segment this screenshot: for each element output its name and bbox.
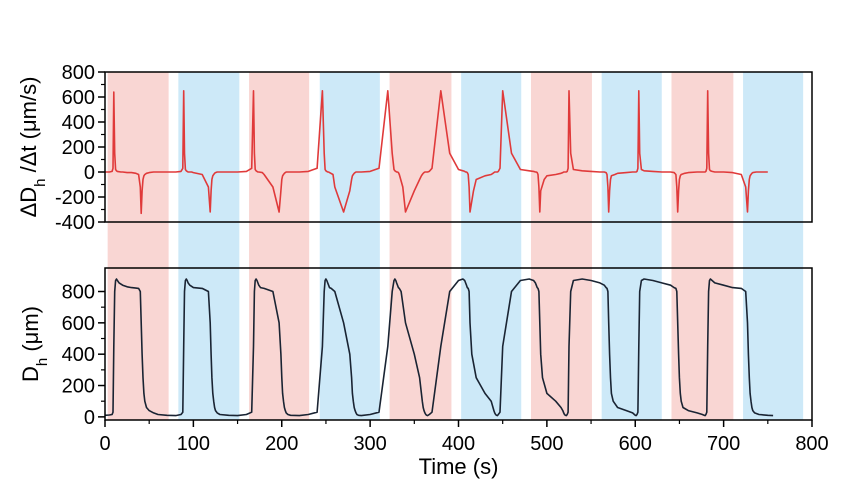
panel-1-ytick-label-2: 400 [62, 344, 95, 366]
panel-0-ytick-label-6: 800 [62, 62, 95, 84]
panel-0-ylabel: ΔDh /Δt (μm/s) [16, 77, 49, 218]
xtick-label-4: 400 [442, 433, 475, 455]
panel-1-ytick-label-3: 600 [62, 313, 95, 335]
shaded-band-0 [107, 72, 169, 420]
x-axis-label: Time (s) [419, 454, 499, 479]
shaded-band-1 [178, 72, 240, 420]
panel-1-series-0-line [104, 278, 774, 417]
shaded-band-7 [601, 72, 662, 420]
shaded-band-8 [671, 72, 734, 420]
xtick-label-8: 800 [795, 433, 828, 455]
xtick-label-2: 200 [265, 433, 298, 455]
xtick-label-3: 300 [353, 433, 386, 455]
panel-0-ytick-label-4: 400 [62, 112, 95, 134]
panel-0-ytick-label-1: -200 [55, 187, 95, 209]
panel-1-ylabel: Dh (μm) [18, 306, 51, 382]
xtick-label-5: 500 [530, 433, 563, 455]
panel-0-ytick-label-5: 600 [62, 87, 95, 109]
xtick-label-0: 0 [99, 433, 110, 455]
shaded-band-3 [319, 72, 380, 420]
xtick-label-7: 700 [707, 433, 740, 455]
xtick-label-1: 100 [177, 433, 210, 455]
panel-1-ytick-label-1: 200 [62, 376, 95, 398]
shaded-band-9 [743, 72, 804, 420]
panel-0-series-0-line [105, 90, 768, 215]
panel-1-ytick-label-0: 0 [84, 407, 95, 429]
panel-0-ytick-label-2: 0 [84, 162, 95, 184]
shaded-band-2 [249, 72, 310, 420]
panel-1-ytick-label-4: 800 [62, 282, 95, 304]
shaded-band-4 [389, 72, 452, 420]
shaded-band-5 [461, 72, 522, 420]
panel-0-ytick-label-0: -400 [55, 212, 95, 234]
shaded-band-6 [530, 72, 592, 420]
xtick-label-6: 600 [619, 433, 652, 455]
panel-0-ytick-label-3: 200 [62, 137, 95, 159]
